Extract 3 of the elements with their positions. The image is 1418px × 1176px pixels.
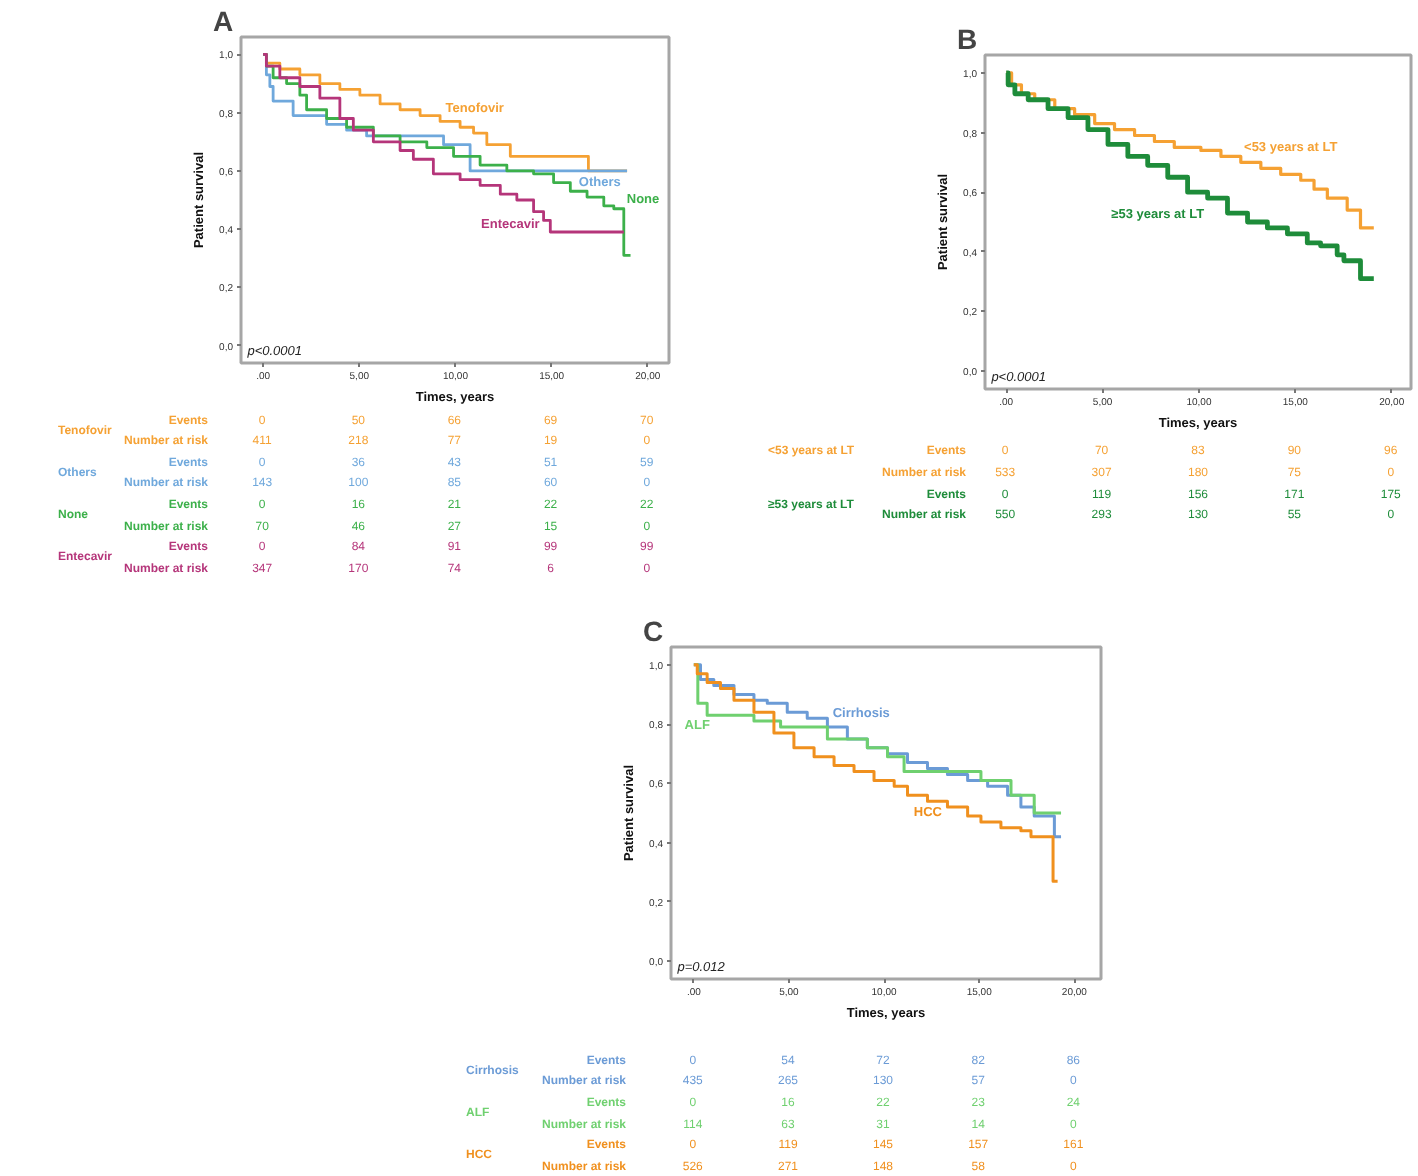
chart-title: A: [213, 5, 234, 37]
chart-title: B: [957, 23, 978, 55]
chart-title: C: [643, 615, 664, 647]
